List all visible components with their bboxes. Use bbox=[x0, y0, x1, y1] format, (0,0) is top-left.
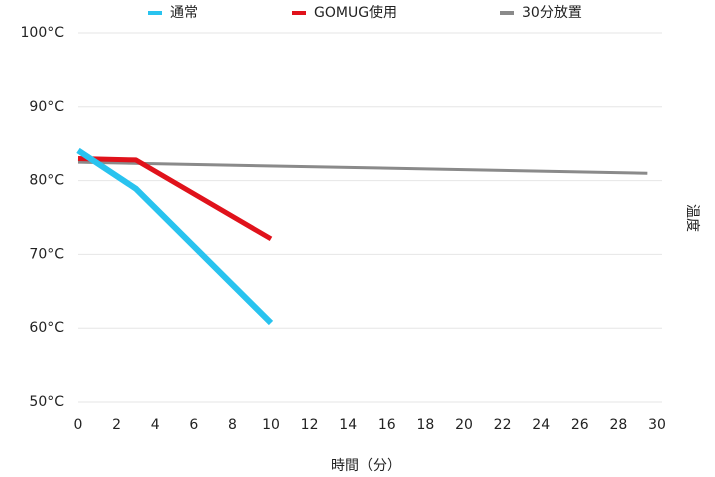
x-axis-label: 時間（分） bbox=[331, 458, 401, 474]
x-tick-label: 30 bbox=[648, 417, 666, 433]
legend-label: 通常 bbox=[170, 5, 198, 21]
legend-label: 30分放置 bbox=[522, 5, 582, 21]
legend-label: GOMUG使用 bbox=[314, 4, 397, 21]
y-tick-label: 50°C bbox=[29, 394, 64, 410]
series-line bbox=[76, 147, 274, 326]
y-tick-label: 60°C bbox=[29, 320, 64, 336]
series-line bbox=[77, 155, 273, 242]
y-tick-label: 100°C bbox=[21, 25, 65, 41]
x-tick-label: 10 bbox=[262, 417, 280, 433]
x-tick-label: 22 bbox=[494, 417, 512, 433]
x-tick-label: 24 bbox=[532, 417, 550, 433]
y-axis-label: 温度 bbox=[684, 204, 700, 232]
y-tick-label: 90°C bbox=[29, 99, 64, 115]
x-tick-label: 20 bbox=[455, 417, 473, 433]
x-tick-label: 6 bbox=[189, 417, 198, 433]
y-tick-label: 70°C bbox=[29, 246, 64, 262]
series-line bbox=[77, 160, 648, 175]
x-tick-label: 28 bbox=[609, 417, 627, 433]
x-tick-label: 16 bbox=[378, 417, 396, 433]
x-tick-label: 12 bbox=[301, 417, 319, 433]
x-tick-label: 0 bbox=[74, 417, 83, 433]
x-tick-label: 14 bbox=[339, 417, 357, 433]
x-tick-label: 18 bbox=[416, 417, 434, 433]
x-tick-label: 4 bbox=[151, 417, 160, 433]
x-tick-label: 2 bbox=[112, 417, 121, 433]
x-tick-label: 26 bbox=[571, 417, 589, 433]
y-tick-label: 80°C bbox=[29, 173, 64, 189]
x-tick-label: 8 bbox=[228, 417, 237, 433]
